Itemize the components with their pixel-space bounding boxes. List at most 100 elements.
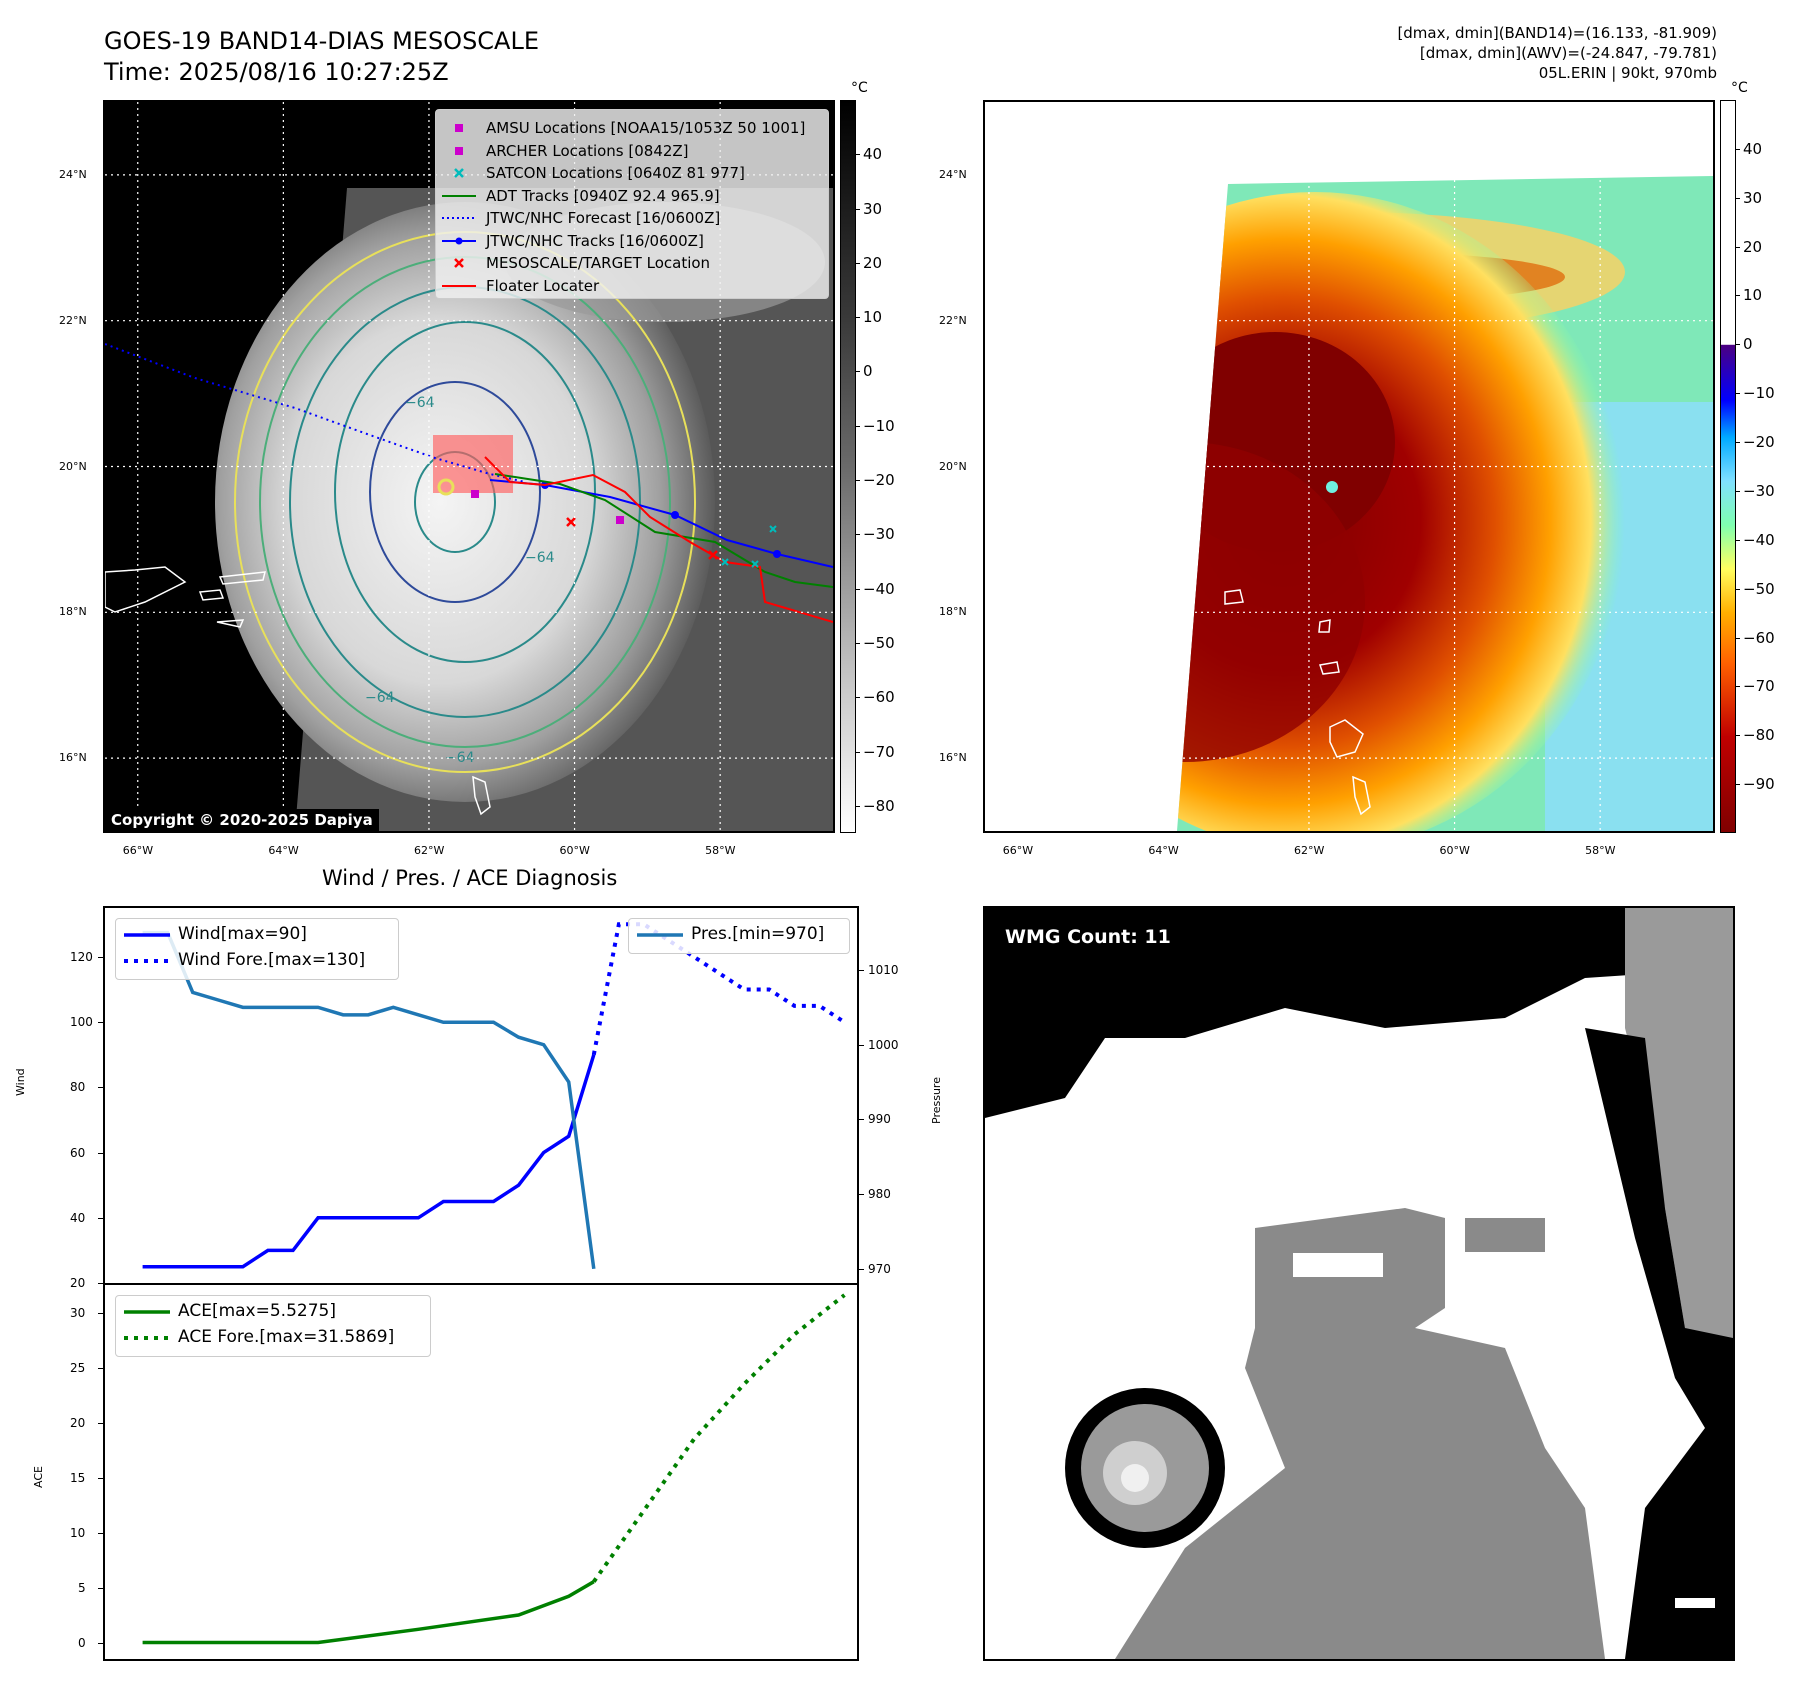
jtwc-track-point: [773, 550, 781, 558]
legend-label: ACE Fore.[max=31.5869]: [178, 1327, 395, 1347]
colorbar-tick-label: 40: [1743, 139, 1763, 158]
lat-tick-label: 22°N: [939, 313, 967, 327]
map-legend: AMSU Locations [NOAA15/1053Z 50 1001] ARC…: [435, 109, 829, 299]
colorbar-tick: [1736, 588, 1740, 590]
legend-label: Wind[max=90]: [178, 924, 307, 944]
legend-item: ADT Tracks [0940Z 92.4 965.9]: [436, 186, 826, 206]
island-puerto-rico: [105, 566, 187, 613]
legend-item: MESOSCALE/TARGET Location: [436, 253, 826, 273]
legend-label: ACE[max=5.5275]: [178, 1301, 336, 1321]
colorbar-tick: [856, 588, 860, 590]
jtwc-forecast-track: [105, 343, 526, 483]
y-tick-label: 40: [70, 1210, 86, 1225]
colorbar-tick: [1736, 637, 1740, 639]
legend-label: Pres.[min=970]: [691, 924, 825, 944]
colorbar-bw-unit: °C: [851, 80, 868, 96]
legend-label: Floater Locater: [486, 276, 600, 295]
legend-item: SATCON Locations [0640Z 81 977]: [436, 163, 826, 183]
colorbar-tick: [1736, 295, 1740, 297]
colorbar-tick: [856, 208, 860, 210]
wmg-region-gray: [1115, 1208, 1605, 1659]
figure-time: Time: 2025/08/16 10:27:25Z: [104, 58, 449, 86]
pressure-legend: Pres.[min=970]: [628, 918, 850, 954]
colorbar-tick-label: −20: [863, 471, 895, 490]
legend-label: ADT Tracks [0940Z 92.4 965.9]: [486, 186, 720, 205]
y-tick: [98, 1477, 103, 1479]
legend-label: JTWC/NHC Tracks [16/0600Z]: [486, 231, 704, 250]
satcon-marker: [721, 558, 729, 566]
colorbar-tick-label: −10: [1743, 384, 1775, 403]
lon-tick-label: 60°W: [559, 844, 590, 857]
island: [216, 619, 245, 628]
colorbar-tick-label: −70: [863, 742, 895, 761]
lat-tick-label: 20°N: [59, 459, 87, 473]
colorbar-tick-label: 30: [1743, 188, 1763, 207]
legend-label: SATCON Locations [0640Z 81 977]: [486, 164, 745, 182]
island: [1319, 661, 1340, 675]
y-tick-label: 100: [70, 1015, 93, 1030]
legend-label: ARCHER Locations [0842Z]: [486, 141, 689, 160]
lon-tick-label: 58°W: [1585, 844, 1616, 857]
y-tick-label: 80: [70, 1080, 86, 1095]
legend-square: [455, 146, 463, 155]
floater-locater: [484, 456, 833, 623]
colorbar-tick: [1736, 344, 1740, 346]
y-tick: [98, 1312, 103, 1314]
lon-tick-label: 62°W: [413, 844, 445, 857]
ace-legend: ACE[max=5.5275] ACE Fore.[max=31.5869]: [115, 1295, 431, 1357]
wind-legend: Wind[max=90] Wind Fore.[max=130]: [115, 918, 399, 980]
island: [1352, 775, 1371, 816]
wmg-region-black-right: [1585, 1028, 1733, 1659]
y2-tick-label: 980: [868, 1187, 891, 1202]
colorbar-tick-label: 10: [1743, 286, 1763, 305]
series-wind-fore-: [591, 922, 846, 1056]
legend-label: Wind Fore.[max=130]: [178, 950, 366, 970]
y-tick-label: 120: [70, 949, 93, 964]
y-tick-label: 25: [70, 1360, 86, 1375]
lon-tick-label: 58°W: [705, 844, 736, 857]
colorbar-tick: [856, 317, 860, 319]
island-guadeloupe: [1329, 719, 1364, 758]
ace-chart: ACE[max=5.5275] ACE Fore.[max=31.5869]: [103, 1283, 859, 1661]
colorbar-tick-label: −70: [1743, 677, 1775, 696]
lon-tick-label: 60°W: [1439, 844, 1470, 857]
awv-eye: [1326, 481, 1338, 493]
y-tick: [98, 1367, 103, 1369]
copyright-label: Copyright © 2020-2025 Dapiya: [105, 809, 379, 831]
lat-tick-label: 18°N: [939, 605, 967, 619]
colorbar-tick-label: 0: [1743, 335, 1753, 354]
legend-symbol: [124, 1336, 170, 1340]
adt-track: [494, 473, 833, 588]
legend-label: AMSU Locations [NOAA15/1053Z 50 1001]: [486, 119, 806, 137]
awv-core-south: [1177, 442, 1365, 762]
wmg-region-black-top: [985, 908, 1733, 1118]
info-storm: 05L.ERIN | 90kt, 970mb: [1538, 64, 1717, 82]
island: [198, 589, 225, 601]
colorbar-tick-label: −50: [1743, 579, 1775, 598]
colorbar-tick: [856, 425, 860, 427]
colorbar-bw: [840, 100, 856, 833]
y2-tick-label: 1000: [868, 1037, 899, 1052]
colorbar-tick-label: −60: [863, 688, 895, 707]
colorbar-tick-label: −40: [863, 579, 895, 598]
satcon-marker: [769, 525, 777, 533]
y-tick-label: 60: [70, 1145, 86, 1160]
colorbar-tick: [1736, 148, 1740, 150]
figure-title: GOES-19 BAND14-DIAS MESOSCALE: [104, 27, 540, 55]
colorbar-tick-label: −40: [1743, 530, 1775, 549]
mesoscale-box: [433, 435, 513, 493]
y-tick-label: 0: [78, 1635, 86, 1650]
contour-label: −64: [525, 550, 555, 566]
colorbar-tick: [1736, 539, 1740, 541]
lon-tick-label: 64°W: [268, 844, 299, 857]
legend-symbol: [454, 258, 464, 268]
colorbar-tick-label: 10: [863, 308, 883, 327]
colorbar-tick: [856, 805, 860, 807]
legend-label: JTWC/NHC Forecast [16/0600Z]: [486, 209, 721, 227]
island: [472, 775, 491, 816]
lat-tick-label: 16°N: [939, 751, 967, 765]
wmg-patch: [1685, 1348, 1715, 1362]
colorbar-tick-label: 30: [863, 199, 883, 218]
legend-symbol: [454, 168, 464, 178]
y-tick: [98, 1422, 103, 1424]
